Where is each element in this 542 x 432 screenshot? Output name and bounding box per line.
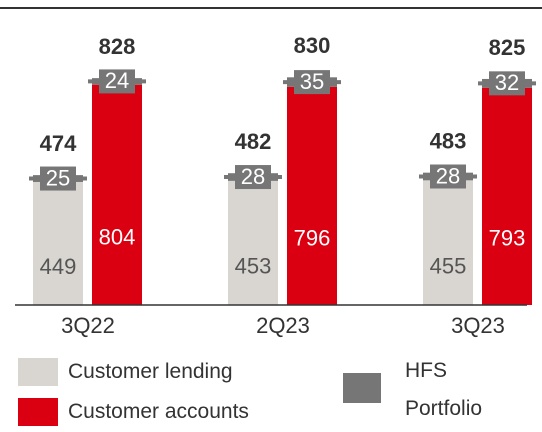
total-label: 474 (40, 131, 77, 156)
hfs-label-box (235, 165, 271, 190)
value-label: 25 (46, 165, 70, 190)
legend-swatch (343, 373, 381, 403)
value-label: 804 (99, 225, 136, 250)
total-label: 482 (235, 129, 272, 154)
total-label: 830 (294, 33, 331, 58)
value-label: 449 (40, 254, 77, 279)
legend-label: Customer lending (68, 360, 233, 383)
value-label: 796 (294, 225, 331, 250)
total-label: 825 (489, 35, 526, 60)
legend-label: HFS Portfolio (405, 359, 483, 420)
legend-label: Customer accounts (68, 400, 249, 423)
hfs-label-box (294, 70, 330, 95)
hfs-label-box (99, 69, 135, 94)
legend-swatch (18, 358, 58, 386)
value-label: 453 (235, 254, 272, 279)
hfs-label-box (40, 166, 76, 191)
value-label: 28 (436, 163, 460, 188)
value-label: 35 (300, 69, 324, 94)
bar-segment (92, 84, 142, 305)
bar-segment (287, 86, 337, 305)
bar-segment (33, 181, 83, 305)
x-tick-label: 3Q22 (61, 313, 115, 338)
bar-segment (228, 180, 278, 305)
bar-segment (423, 180, 473, 305)
value-label: 28 (241, 164, 265, 189)
value-label: 32 (495, 70, 519, 95)
hfs-label-box (430, 164, 466, 189)
x-tick-label: 2Q23 (256, 313, 310, 338)
total-label: 828 (99, 34, 136, 59)
value-label: 455 (430, 253, 467, 278)
total-label: 483 (430, 128, 467, 153)
legend-swatch (18, 398, 58, 426)
value-label: 24 (105, 68, 129, 93)
bar-segment (482, 87, 532, 305)
hfs-label-box (489, 71, 525, 96)
x-tick-label: 3Q23 (451, 313, 505, 338)
value-label: 793 (489, 226, 526, 251)
